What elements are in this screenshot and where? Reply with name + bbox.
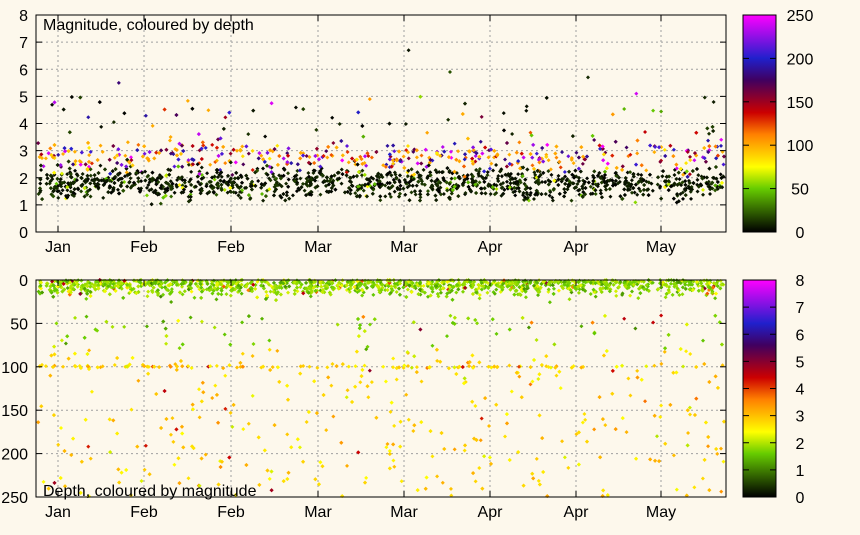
top-colorbar — [743, 15, 776, 232]
y-tick-label: 6 — [19, 62, 28, 79]
x-tick-label: Feb — [130, 239, 158, 256]
y-tick-label: 7 — [19, 35, 28, 52]
x-tick-label: Apr — [564, 239, 590, 256]
y-tick-label: 2 — [19, 171, 28, 188]
y-tick-label: 0 — [19, 225, 28, 242]
top-chart-title: Magnitude, coloured by depth — [43, 17, 254, 34]
colorbar-tick-label: 250 — [787, 8, 814, 25]
colorbar-tick-label: 200 — [787, 51, 814, 68]
y-tick-label: 1 — [19, 198, 28, 215]
x-tick-label: Feb — [217, 239, 245, 256]
x-tick-label: Apr — [478, 239, 504, 256]
x-tick-label: May — [646, 239, 676, 256]
x-tick-label: Jan — [45, 239, 71, 256]
colorbar-tick-label: 100 — [787, 138, 814, 155]
colorbar-tick-label: 50 — [791, 182, 809, 199]
y-tick-label: 5 — [19, 89, 28, 106]
colorbar-tick-label: 0 — [796, 225, 805, 242]
x-tick-label: Mar — [390, 239, 418, 256]
x-tick-label: Mar — [304, 239, 332, 256]
top-chart: 0 1 2 3 4 5 6 7 8 Jan Feb Feb Mar Mar Apr Apr May Magni… — [19, 8, 813, 256]
y-tick-label: 8 — [19, 8, 28, 25]
y-tick-label: 3 — [19, 144, 28, 161]
colorbar-tick-label: 150 — [787, 95, 814, 112]
bottom-plot-area — [36, 280, 726, 497]
y-tick-label: 4 — [19, 117, 28, 134]
